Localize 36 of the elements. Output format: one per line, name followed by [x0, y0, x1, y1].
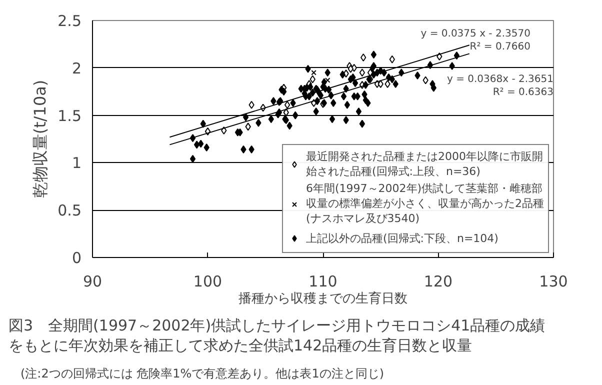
x-tick-label: 120: [424, 272, 453, 290]
y-tick-label: 1.5: [58, 106, 82, 125]
y-tick-label: 0: [72, 249, 82, 267]
point: [360, 53, 366, 62]
y-tick-label: 1: [72, 154, 82, 172]
point: [324, 78, 330, 83]
x-axis-title: 播種から収穫までの生育日数: [238, 290, 408, 306]
point: [311, 70, 316, 76]
point: [384, 80, 390, 88]
point: [310, 75, 316, 84]
legend-label: 6年間(1997～2002年)供試して茎葉部・雌穂部収量の標準偏差が小さく、収量が高かった2品種(ナスホマレ及び3540): [306, 181, 544, 226]
point: [283, 108, 289, 116]
x-tick-label: 100: [193, 272, 222, 290]
x-tick-label: 110: [308, 272, 338, 290]
point: [245, 122, 251, 131]
point: [284, 100, 290, 109]
legend-label: 最近開発された品種または2000年以降に市販開始された品種(回帰式:上段、n=36): [306, 149, 543, 179]
y-tick-label: 2.5: [58, 12, 82, 30]
y-axis-title: 乾物収量(t/10a): [30, 80, 50, 198]
point: [378, 80, 384, 88]
x-tick-label: 130: [539, 272, 568, 290]
text: (注:2つの回帰式には 危険率1%で有意差あり。他は表1の注と同じ): [20, 366, 384, 380]
annotation: y = 0.0375 x - 2.3570: [420, 28, 530, 40]
y-tick-label: 0.5: [58, 202, 82, 220]
text: 図3 全期間(1997～2002年)供試したサイレージ用トウモロコシ41品種の成績をもとに年次効果を補正して求めた全供試142品種の生育日数と収量: [8, 316, 546, 354]
annotation: R² = 0.6363: [492, 87, 554, 98]
point: [359, 68, 366, 77]
point: [422, 76, 428, 84]
point: [248, 100, 254, 109]
annotation: R² = 0.7660: [470, 42, 530, 53]
x-tick-label: 90: [82, 272, 102, 290]
point: [348, 64, 354, 73]
point: [389, 55, 395, 64]
y-tick-label: 2: [72, 59, 82, 78]
annotation: y = 0.0368x - 2.3651: [446, 74, 554, 85]
legend-label: 上記以外の品種(回帰式:下段、n=104): [306, 230, 498, 246]
